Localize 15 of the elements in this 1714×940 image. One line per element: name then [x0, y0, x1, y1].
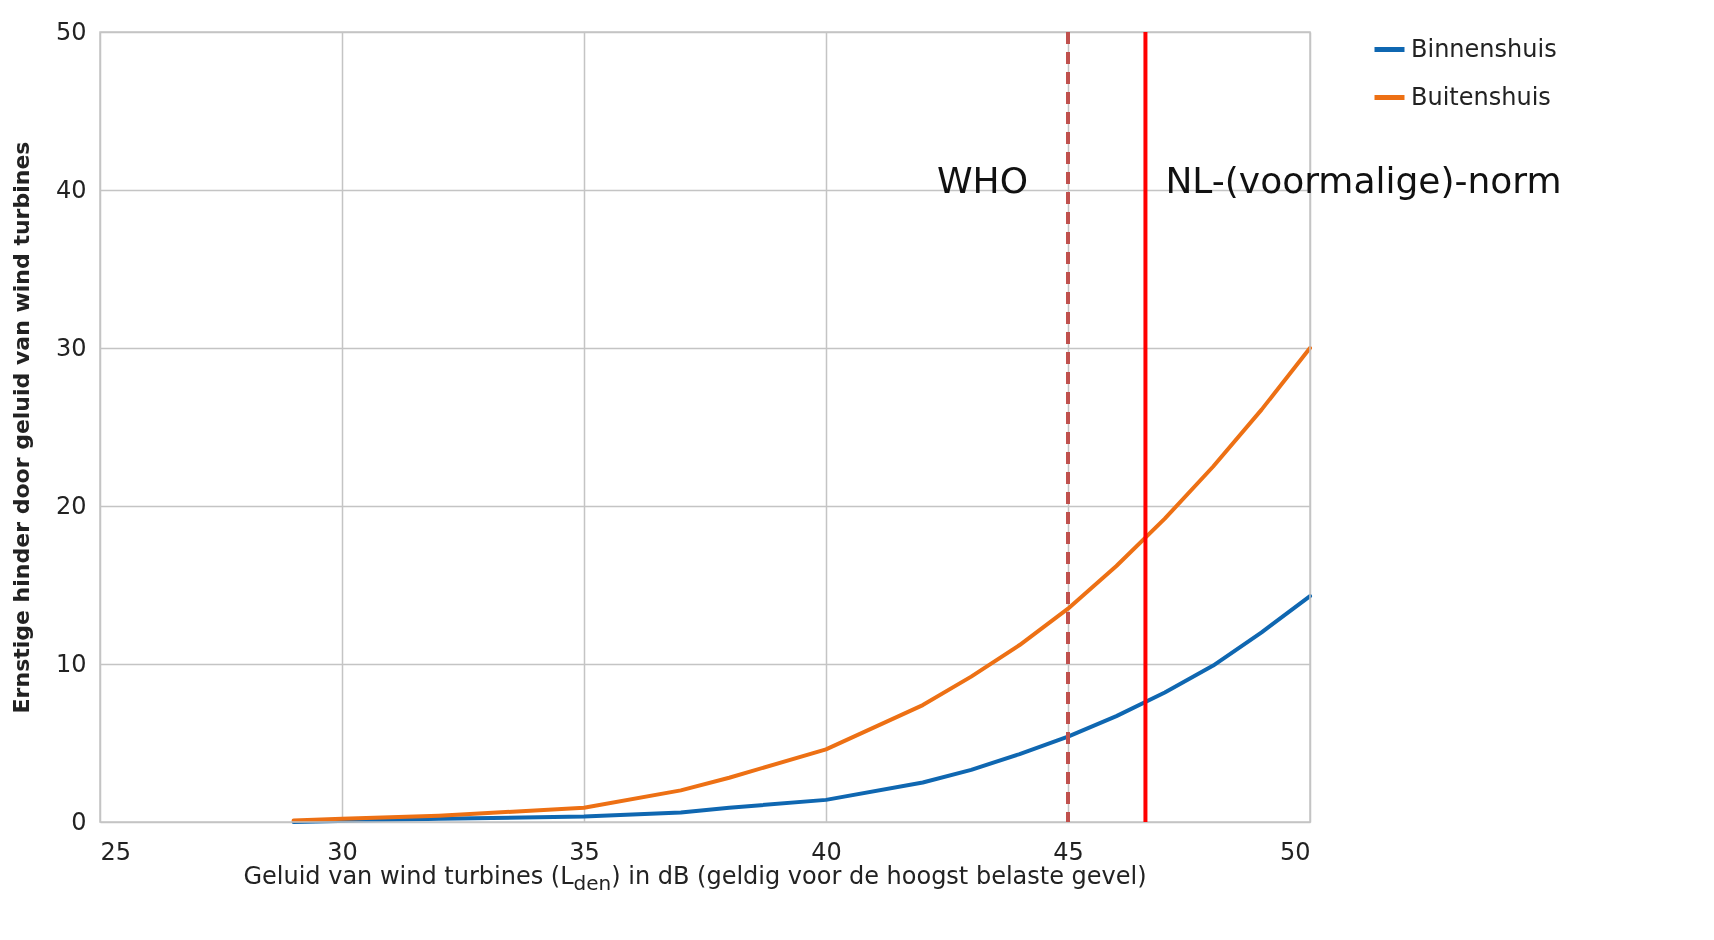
- legend-label: Binnenshuis: [1411, 34, 1557, 63]
- legend-label: Buitenshuis: [1411, 82, 1551, 111]
- y-tick-label: 30: [55, 333, 87, 362]
- ref-line-label: NL-(voormalige)-norm: [1165, 160, 1562, 202]
- y-tick-label: 0: [71, 807, 87, 836]
- y-tick-label: 50: [55, 17, 87, 46]
- y-tick-label: 20: [55, 491, 87, 520]
- x-tick-label: 25: [100, 837, 132, 866]
- line-series: [291, 346, 1312, 823]
- y-tick-label: 10: [55, 649, 87, 678]
- line-series: [291, 594, 1312, 824]
- x-tick-label: 50: [1279, 837, 1311, 866]
- ref-line-label: WHO: [936, 160, 1028, 202]
- y-axis-title: Ernstige hinder door geluid van wind turbines: [8, 141, 34, 714]
- y-tick-label: 40: [55, 175, 87, 204]
